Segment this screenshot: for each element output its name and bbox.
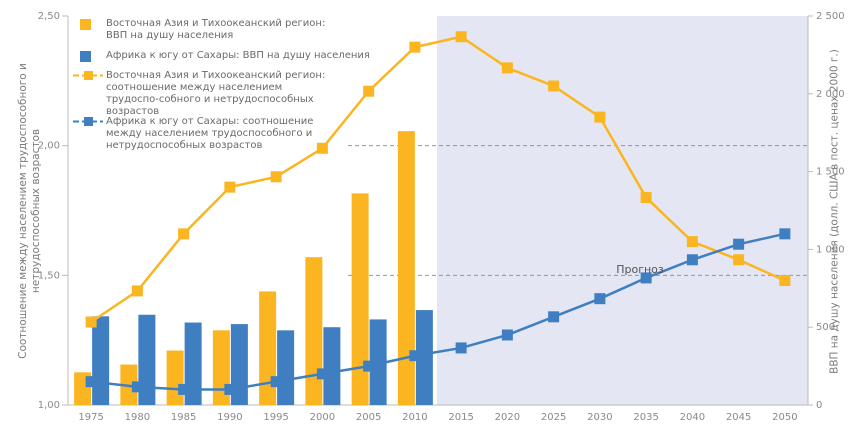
marker bbox=[686, 254, 698, 266]
x-tick-label: 1975 bbox=[78, 412, 103, 423]
legend-label: Африка к югу от Сахары: соотношение межд… bbox=[106, 116, 314, 151]
marker bbox=[131, 381, 143, 393]
x-tick-label: 2030 bbox=[587, 412, 612, 423]
annotation: Прогноз bbox=[616, 263, 664, 276]
legend-swatch bbox=[84, 71, 93, 80]
marker bbox=[85, 376, 97, 388]
marker bbox=[270, 171, 282, 183]
marker bbox=[779, 228, 791, 240]
marker bbox=[548, 311, 560, 323]
y2-axis-title: ВВП на душу населения (долл. США в пост.… bbox=[828, 49, 841, 374]
marker bbox=[363, 360, 375, 372]
y2-tick-label: 500 bbox=[816, 322, 835, 333]
bar bbox=[351, 193, 369, 405]
legend-swatch bbox=[80, 51, 91, 62]
legend-label: Восточная Азия и Тихоокеанский регион: В… bbox=[106, 18, 326, 41]
marker bbox=[594, 293, 606, 305]
bar bbox=[415, 310, 433, 405]
bar bbox=[277, 330, 295, 405]
legend-swatch bbox=[80, 19, 91, 30]
marker bbox=[224, 181, 236, 193]
marker bbox=[131, 285, 143, 297]
x-tick-label: 2025 bbox=[541, 412, 566, 423]
y2-tick-label: 1 500 bbox=[816, 167, 845, 178]
marker bbox=[548, 80, 560, 92]
y-tick-label: 2,50 bbox=[38, 11, 60, 22]
marker bbox=[363, 85, 375, 97]
marker bbox=[640, 272, 652, 284]
x-tick-label: 2050 bbox=[772, 412, 797, 423]
marker bbox=[640, 192, 652, 204]
marker bbox=[733, 254, 745, 266]
marker bbox=[85, 316, 97, 328]
y-tick-label: 2,00 bbox=[38, 141, 60, 152]
y2-tick-label: 0 bbox=[816, 400, 822, 411]
x-tick-label: 2010 bbox=[402, 412, 427, 423]
x-tick-label: 2040 bbox=[680, 412, 705, 423]
marker bbox=[178, 383, 190, 395]
bar bbox=[305, 257, 323, 405]
legend-label: Африка к югу от Сахары: ВВП на душу насе… bbox=[106, 50, 370, 61]
y-tick-label: 1,00 bbox=[38, 400, 60, 411]
marker bbox=[455, 31, 467, 43]
x-tick-label: 2020 bbox=[495, 412, 520, 423]
marker bbox=[733, 238, 745, 250]
marker bbox=[409, 41, 421, 53]
x-tick-label: 2045 bbox=[726, 412, 751, 423]
marker bbox=[455, 342, 467, 354]
x-tick-label: 2035 bbox=[633, 412, 658, 423]
bar bbox=[92, 316, 110, 405]
bar bbox=[166, 350, 184, 405]
marker bbox=[501, 62, 513, 74]
marker bbox=[316, 142, 328, 154]
marker bbox=[270, 376, 282, 388]
x-tick-label: 1995 bbox=[263, 412, 288, 423]
bar bbox=[369, 319, 387, 405]
x-tick-label: 1990 bbox=[217, 412, 242, 423]
bar bbox=[259, 291, 277, 405]
marker bbox=[178, 228, 190, 240]
bar bbox=[397, 131, 415, 406]
legend-swatch bbox=[84, 117, 93, 126]
y-tick-label: 1,50 bbox=[38, 270, 60, 281]
marker bbox=[686, 236, 698, 248]
marker bbox=[409, 350, 421, 362]
x-tick-label: 1985 bbox=[171, 412, 196, 423]
marker bbox=[779, 275, 791, 287]
y2-tick-label: 1 000 bbox=[816, 244, 845, 255]
x-tick-label: 2000 bbox=[310, 412, 335, 423]
x-tick-label: 2015 bbox=[448, 412, 473, 423]
line bbox=[90, 232, 786, 391]
y2-tick-label: 2 500 bbox=[816, 11, 845, 22]
marker bbox=[594, 111, 606, 123]
marker bbox=[501, 329, 513, 341]
marker bbox=[316, 368, 328, 380]
bar bbox=[323, 327, 341, 405]
forecast-region bbox=[437, 16, 808, 405]
y-axis-title: Соотношение между населением трудоспособ… bbox=[17, 63, 42, 359]
line bbox=[90, 35, 786, 324]
legend-label: Восточная Азия и Тихоокеанский регион: с… bbox=[106, 70, 326, 117]
marker bbox=[224, 383, 236, 395]
x-tick-label: 2005 bbox=[356, 412, 381, 423]
y2-tick-label: 2 000 bbox=[816, 89, 845, 100]
x-tick-label: 1980 bbox=[125, 412, 150, 423]
